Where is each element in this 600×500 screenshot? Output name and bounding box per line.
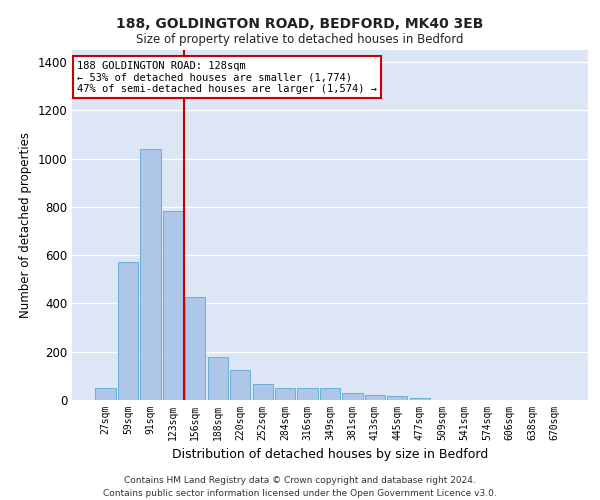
Bar [410,398,430,400]
Bar [275,388,295,400]
Bar [208,356,228,400]
Bar [118,262,138,400]
Text: Size of property relative to detached houses in Bedford: Size of property relative to detached ho… [136,32,464,46]
Bar [230,370,250,400]
Bar [320,388,340,400]
Y-axis label: Number of detached properties: Number of detached properties [19,132,32,318]
Bar [365,395,385,400]
Text: Contains public sector information licensed under the Open Government Licence v3: Contains public sector information licen… [103,488,497,498]
Bar [343,393,362,400]
Bar [298,388,317,400]
Bar [140,149,161,400]
X-axis label: Distribution of detached houses by size in Bedford: Distribution of detached houses by size … [172,448,488,462]
Text: 188, GOLDINGTON ROAD, BEDFORD, MK40 3EB: 188, GOLDINGTON ROAD, BEDFORD, MK40 3EB [116,18,484,32]
Bar [185,298,205,400]
Bar [163,210,183,400]
Text: 188 GOLDINGTON ROAD: 128sqm
← 53% of detached houses are smaller (1,774)
47% of : 188 GOLDINGTON ROAD: 128sqm ← 53% of det… [77,60,377,94]
Bar [387,396,407,400]
Bar [95,388,116,400]
Bar [253,384,273,400]
Text: Contains HM Land Registry data © Crown copyright and database right 2024.: Contains HM Land Registry data © Crown c… [124,476,476,485]
